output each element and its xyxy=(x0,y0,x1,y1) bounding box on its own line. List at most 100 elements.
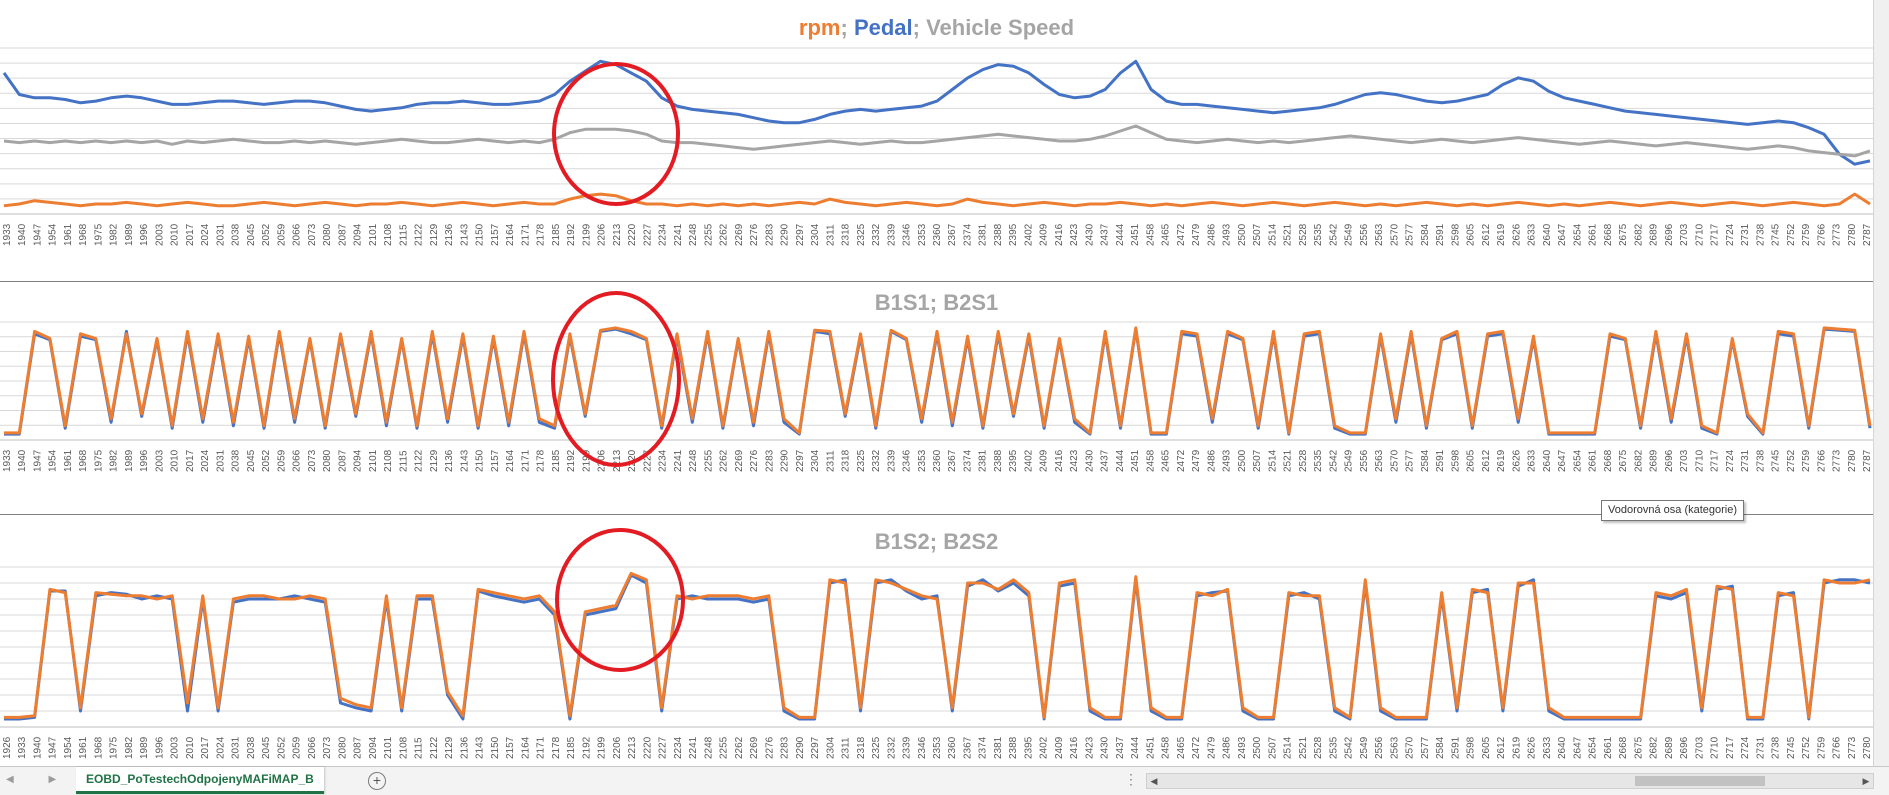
chart-rpm-pedal-speed[interactable]: 1933 1940 1947 1954 1961 1968 1975 1982 1989 1996… xyxy=(0,0,1873,281)
x-tick-label: 2353 xyxy=(917,223,928,246)
x-tick-label: 2584 xyxy=(1435,736,1446,759)
x-tick-label: 2017 xyxy=(185,223,196,246)
x-tick-label: 2234 xyxy=(658,449,669,472)
x-tick-label: 2717 xyxy=(1710,449,1721,472)
x-tick-label: 2493 xyxy=(1237,736,1248,759)
x-tick-label: 2668 xyxy=(1618,736,1629,759)
x-tick-label: 2017 xyxy=(185,449,196,472)
x-tick-label: 2178 xyxy=(551,736,562,759)
x-tick-label: 2542 xyxy=(1328,223,1339,246)
x-tick-label: 2458 xyxy=(1145,223,1156,246)
x-tick-label: 2486 xyxy=(1206,223,1217,246)
x-tick-label: 1968 xyxy=(78,223,89,246)
x-tick-label: 2122 xyxy=(429,736,440,759)
scroll-right-icon[interactable]: ▶ xyxy=(1862,776,1870,786)
x-tick-label: 2087 xyxy=(337,223,348,246)
x-tick-label: 2318 xyxy=(841,449,852,472)
x-tick-label: 1940 xyxy=(17,449,28,472)
x-tick-label: 2290 xyxy=(780,449,791,472)
highlight-circle xyxy=(552,62,680,206)
series-line-vehicle-speed[interactable] xyxy=(2,59,1871,166)
horizontal-scrollbar[interactable]: ◀ ▶ xyxy=(1146,773,1874,789)
title-pedal: Pedal xyxy=(853,15,913,40)
x-tick-label: 1989 xyxy=(124,223,135,246)
sheet-nav-arrows-icon[interactable]: ◀ ▶ xyxy=(6,774,73,785)
x-tick-label: 2248 xyxy=(703,736,714,759)
x-tick-label: 2563 xyxy=(1374,449,1385,472)
x-tick-label: 2703 xyxy=(1694,736,1705,759)
x-tick-label: 2339 xyxy=(886,449,897,472)
chart-b1s1-b2s1-title: B1S1; B2S1 xyxy=(874,290,999,315)
x-tick-label: 2080 xyxy=(322,223,333,246)
x-tick-label: 1954 xyxy=(48,449,59,472)
x-tick-label: 2654 xyxy=(1588,736,1599,759)
title-sep-2: ; xyxy=(912,15,927,40)
x-tick-label: 2185 xyxy=(551,449,562,472)
x-tick-label: 2591 xyxy=(1435,223,1446,246)
title-vehicle-speed: Vehicle Speed xyxy=(926,15,1075,40)
x-tick-label: 2500 xyxy=(1237,223,1248,246)
x-tick-label: 2332 xyxy=(871,223,882,246)
x-tick-label: 2437 xyxy=(1115,736,1126,759)
x-tick-label: 2276 xyxy=(764,736,775,759)
x-tick-label: 2241 xyxy=(688,736,699,759)
x-tick-label: 2255 xyxy=(719,736,730,759)
x-tick-label: 2479 xyxy=(1191,449,1202,472)
x-tick-label: 2150 xyxy=(490,736,501,759)
chart-b1s2-b2s2[interactable]: 1926 1933 1940 1947 1954 1961 1968 1975 1982 1989… xyxy=(0,515,1873,766)
x-tick-label: 1982 xyxy=(124,736,135,759)
x-tick-label: 2290 xyxy=(795,736,806,759)
x-tick-label: 1940 xyxy=(33,736,44,759)
series-line-b1s1[interactable] xyxy=(4,327,1872,436)
split-handle-icon[interactable]: ⋮ xyxy=(1124,771,1138,787)
x-tick-label: 2010 xyxy=(170,223,181,246)
x-tick-label: 1947 xyxy=(33,223,44,246)
chart-b1s1-b2s1-plot: 1933 1940 1947 1954 1961 1968 1975 1982 1989 1996… xyxy=(0,291,1873,472)
x-tick-label: 2346 xyxy=(917,736,928,759)
x-tick-label: 2409 xyxy=(1039,449,1050,472)
x-tick-label: 2619 xyxy=(1496,449,1507,472)
x-tick-label: 2381 xyxy=(993,736,1004,759)
x-tick-label: 2024 xyxy=(200,223,211,246)
x-tick-label: 2416 xyxy=(1054,449,1065,472)
x-tick-label: 2150 xyxy=(475,223,486,246)
x-tick-label: 2213 xyxy=(627,736,638,759)
series-line-rpm[interactable] xyxy=(3,124,1871,158)
x-tick-label: 1982 xyxy=(109,449,120,472)
x-tick-label: 2136 xyxy=(444,449,455,472)
chart-b1s1-b2s1[interactable]: 1933 1940 1947 1954 1961 1968 1975 1982 1989 1996… xyxy=(0,282,1873,514)
x-tick-label: 1961 xyxy=(78,736,89,759)
x-tick-label: 2136 xyxy=(444,223,455,246)
x-tick-label: 1933 xyxy=(17,736,28,759)
x-tick-label: 2696 xyxy=(1664,223,1675,246)
sheet-tab-active[interactable]: EOBD_PoTestechOdpojenyMAFiMAP_B xyxy=(76,767,324,794)
x-tick-label: 2682 xyxy=(1633,449,1644,472)
x-tick-label: 2038 xyxy=(231,449,242,472)
x-tick-label: 2633 xyxy=(1527,449,1538,472)
x-tick-label: 2647 xyxy=(1557,449,1568,472)
x-tick-label: 2647 xyxy=(1572,736,1583,759)
x-tick-label: 2073 xyxy=(307,449,318,472)
x-tick-label: 2598 xyxy=(1450,223,1461,246)
x-tick-label: 2472 xyxy=(1191,736,1202,759)
x-tick-label: 2395 xyxy=(1008,223,1019,246)
scroll-left-icon[interactable]: ◀ xyxy=(1150,776,1158,786)
x-tick-label: 2612 xyxy=(1481,223,1492,246)
x-tick-label: 2752 xyxy=(1786,223,1797,246)
x-tick-label: 2332 xyxy=(886,736,897,759)
series-line-b2s1[interactable] xyxy=(4,326,1872,435)
add-sheet-icon[interactable]: + xyxy=(368,772,386,790)
x-tick-label: 2283 xyxy=(780,736,791,759)
series-line-b2s2[interactable] xyxy=(4,571,1871,719)
scroll-thumb[interactable] xyxy=(1635,776,1765,786)
series-line-pedal[interactable] xyxy=(3,192,1871,208)
x-tick-label: 2311 xyxy=(841,737,852,759)
chart-b1s2-b2s2-plot: 1926 1933 1940 1947 1954 1961 1968 1975 1982 1989… xyxy=(0,528,1873,759)
x-tick-label: 2647 xyxy=(1557,223,1568,246)
vertical-scrollbar[interactable] xyxy=(1873,0,1889,766)
x-tick-label: 2353 xyxy=(917,449,928,472)
x-tick-label: 2745 xyxy=(1786,736,1797,759)
series-line-b1s2[interactable] xyxy=(4,573,1871,721)
x-tick-label: 2633 xyxy=(1527,223,1538,246)
x-tick-label: 2024 xyxy=(215,736,226,759)
